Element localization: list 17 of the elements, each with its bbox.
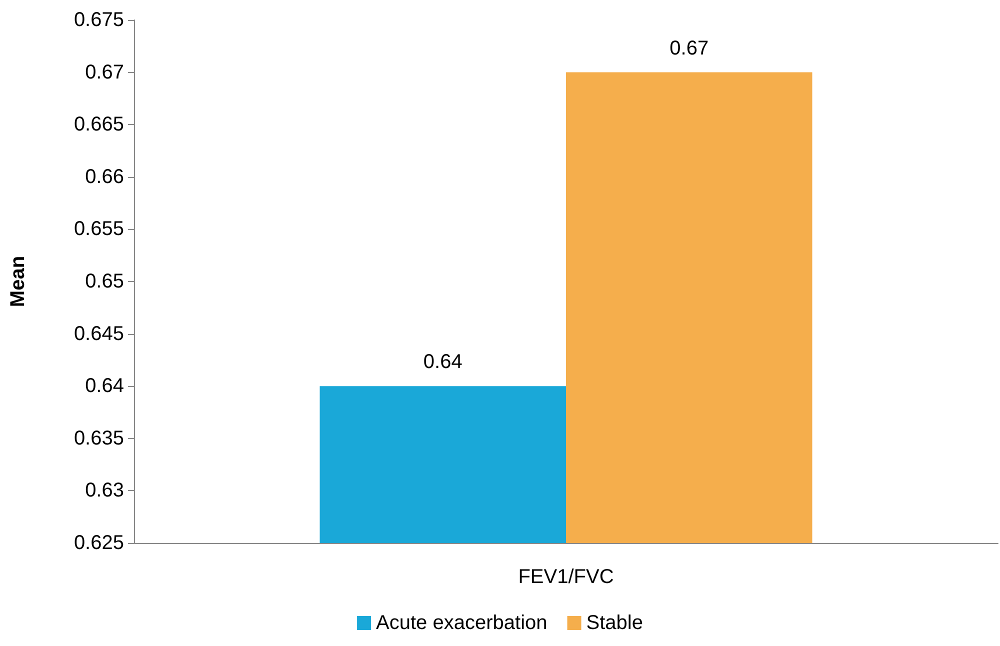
y-tick-label: 0.635 [74,427,124,450]
legend-label: Acute exacerbation [376,612,548,634]
data-label: 0.67 [670,37,709,60]
data-label: 0.64 [423,351,462,374]
y-tick-label: 0.67 [85,61,124,84]
y-tick-label: 0.645 [74,322,124,345]
y-tick-label: 0.63 [85,480,124,502]
y-tick-label: 0.665 [74,114,124,136]
y-tick-label: 0.625 [74,532,124,554]
y-tick-label: 0.655 [74,218,124,240]
y-tick-label: 0.65 [85,270,124,292]
legend-label: Stable [586,612,643,634]
y-tick-label: 0.675 [74,9,124,31]
y-axis-title: Mean [7,256,29,308]
y-tick-label: 0.66 [85,166,124,188]
y-tick-label: 0.64 [85,375,124,398]
x-tick-label: FEV1/FVC [518,566,614,588]
